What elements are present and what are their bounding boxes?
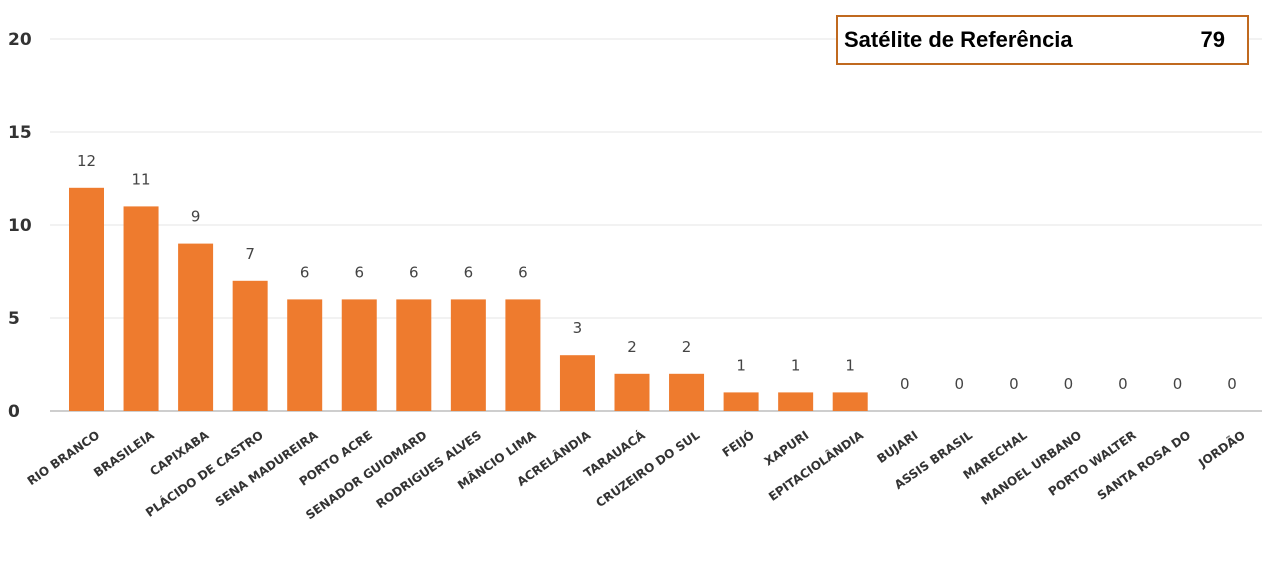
bar <box>450 299 486 411</box>
data-label: 6 <box>300 263 310 281</box>
x-tick-label: MANOEL URBANO <box>978 428 1084 508</box>
x-tick-label: FEIJÓ <box>719 427 757 460</box>
bar <box>559 355 595 411</box>
data-label: 3 <box>573 319 583 337</box>
data-label: 0 <box>1173 375 1183 393</box>
y-tick-label: 5 <box>8 309 20 329</box>
data-label: 1 <box>791 356 801 374</box>
bar <box>778 392 814 411</box>
bar <box>287 299 323 411</box>
bar <box>123 206 159 411</box>
bar <box>723 392 759 411</box>
x-tick-label: CRUZEIRO DO SUL <box>593 428 702 510</box>
y-tick-label: 0 <box>8 402 20 422</box>
data-label: 9 <box>191 208 201 226</box>
y-tick-label: 20 <box>8 30 32 50</box>
data-label: 2 <box>627 338 637 356</box>
data-label: 0 <box>1118 375 1128 393</box>
bars <box>69 187 868 411</box>
x-tick-label: BRASILEIA <box>91 428 157 480</box>
bar <box>669 373 705 411</box>
reference-satellite-value: 79 <box>1200 27 1225 52</box>
bar <box>69 187 104 411</box>
y-axis-ticks: 0 5 10 15 20 <box>8 30 32 422</box>
x-tick-label: XAPURI <box>762 428 812 469</box>
x-tick-label: EPITACIOLÂNDIA <box>765 427 866 504</box>
x-tick-label: BUJARI <box>874 428 920 466</box>
x-tick-label: SANTA ROSA DO <box>1095 428 1193 503</box>
bar <box>232 280 268 411</box>
bar <box>178 243 214 411</box>
data-label: 11 <box>132 170 151 188</box>
x-tick-label: SENA MADUREIRA <box>213 428 321 510</box>
reference-satellite-label: Satélite de Referência <box>844 27 1073 52</box>
data-label: 12 <box>77 152 96 170</box>
reference-satellite-box: Satélite de Referência 79 <box>836 15 1249 65</box>
bar <box>832 392 868 411</box>
data-label: 0 <box>1064 375 1074 393</box>
x-tick-label: RIO BRANCO <box>25 428 103 488</box>
data-label: 0 <box>1009 375 1019 393</box>
data-label: 0 <box>955 375 965 393</box>
data-label: 6 <box>354 263 364 281</box>
data-label: 6 <box>464 263 474 281</box>
data-label: 1 <box>845 356 855 374</box>
bar <box>341 299 377 411</box>
x-tick-label: RODRIGUES ALVES <box>374 428 485 511</box>
y-tick-label: 10 <box>8 216 32 236</box>
data-label: 0 <box>1227 375 1237 393</box>
bar <box>614 373 650 411</box>
bar <box>396 299 432 411</box>
bar <box>505 299 541 411</box>
grid-lines <box>50 38 1262 412</box>
x-tick-label: JORDÃO <box>1195 427 1248 470</box>
y-tick-label: 15 <box>8 123 32 143</box>
data-label: 0 <box>900 375 910 393</box>
data-label: 7 <box>245 245 255 263</box>
data-label: 1 <box>736 356 746 374</box>
data-label: 6 <box>409 263 419 281</box>
data-label: 2 <box>682 338 692 356</box>
data-label: 6 <box>518 263 528 281</box>
